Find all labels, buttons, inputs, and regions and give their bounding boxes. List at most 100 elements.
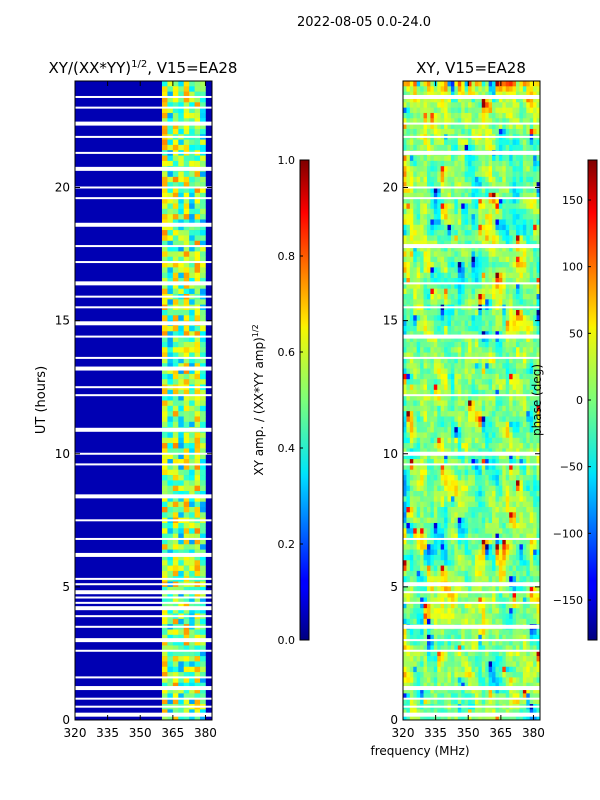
heatmap-cell — [161, 155, 168, 162]
heatmap-cell — [167, 469, 174, 476]
heatmap-cell — [183, 453, 190, 460]
heatmap-cell — [474, 427, 479, 433]
heatmap-cell — [194, 608, 201, 614]
heatmap-cell — [194, 416, 201, 423]
heatmap-cell — [200, 251, 206, 258]
heatmap-cell — [457, 118, 462, 124]
heatmap-cell — [471, 203, 476, 210]
heatmap-cell — [194, 160, 201, 167]
heatmap-cell — [454, 128, 459, 135]
heatmap-cell — [430, 128, 435, 135]
heatmap-cell — [161, 411, 168, 417]
heatmap-cell — [413, 86, 417, 92]
heatmap-cell — [533, 224, 537, 231]
heatmap-cell — [457, 123, 462, 130]
heatmap-cell — [426, 240, 431, 247]
heatmap-cell — [161, 570, 168, 577]
heatmap-cell — [423, 363, 428, 369]
heatmap-cell — [498, 208, 503, 215]
heatmap-cell — [457, 496, 462, 502]
heatmap-cell — [471, 123, 476, 130]
heatmap-cell — [474, 224, 479, 231]
heatmap-cell — [522, 288, 527, 295]
heatmap-cell — [519, 469, 524, 476]
heatmap-cell — [519, 464, 524, 471]
heatmap-cell — [447, 469, 452, 476]
heatmap-cell — [522, 485, 527, 492]
heatmap-cell — [481, 576, 486, 582]
heatmap-cell — [416, 427, 421, 433]
heatmap-cell — [200, 176, 206, 183]
heatmap-cell — [502, 118, 507, 124]
heatmap-cell — [437, 549, 441, 556]
heatmap-cell — [516, 272, 520, 279]
heatmap-cell — [533, 448, 537, 455]
heatmap-cell — [416, 576, 421, 582]
heatmap-cell — [529, 208, 534, 215]
heatmap-cell — [167, 283, 174, 289]
heatmap-cell — [406, 283, 411, 289]
heatmap-cell — [488, 240, 493, 247]
heatmap-cell — [423, 267, 428, 274]
heatmap-cell — [502, 512, 507, 518]
heatmap-cell — [172, 650, 179, 657]
heatmap-cell — [457, 363, 462, 369]
heatmap-cell — [464, 309, 469, 316]
heatmap-cell — [526, 230, 531, 236]
heatmap-cell — [433, 459, 438, 465]
heatmap-cell — [194, 491, 201, 497]
heatmap-cell — [423, 602, 428, 609]
heatmap-cell — [178, 677, 185, 684]
heatmap-cell — [426, 592, 431, 598]
heatmap-cell — [505, 453, 510, 460]
heatmap-cell — [509, 160, 513, 167]
heatmap-cell — [498, 475, 503, 481]
heatmap-cell — [172, 400, 179, 407]
heatmap-cell — [505, 565, 510, 572]
heatmap-cell — [529, 283, 534, 289]
heatmap-cell — [478, 251, 483, 258]
heatmap-cell — [409, 395, 414, 401]
heatmap-cell — [512, 384, 517, 391]
heatmap-cell — [200, 496, 206, 502]
heatmap-cell — [512, 246, 517, 252]
heatmap-cell — [516, 427, 520, 433]
heatmap-cell — [420, 485, 424, 492]
heatmap-cell — [189, 544, 195, 550]
heatmap-cell — [406, 251, 411, 258]
heatmap-cell — [178, 118, 185, 124]
flagged-row — [75, 697, 212, 700]
heatmap-cell — [505, 325, 510, 332]
heatmap-cell — [420, 278, 424, 284]
heatmap-cell — [420, 565, 424, 572]
heatmap-cell — [468, 352, 472, 359]
heatmap-cell — [437, 411, 441, 417]
heatmap-cell — [468, 309, 472, 316]
heatmap-cell — [464, 373, 469, 380]
heatmap-cell — [457, 208, 462, 215]
heatmap-cell — [519, 128, 524, 135]
heatmap-cell — [440, 299, 445, 305]
heatmap-cell — [183, 139, 190, 146]
heatmap-cell — [498, 219, 503, 226]
heatmap-cell — [505, 357, 510, 364]
heatmap-cell — [536, 235, 540, 242]
heatmap-cell — [509, 294, 513, 300]
flagged-row — [75, 427, 212, 432]
heatmap-cell — [194, 81, 201, 87]
heatmap-cell — [505, 198, 510, 204]
heatmap-cell — [409, 144, 414, 151]
heatmap-cell — [505, 384, 510, 391]
heatmap-cell — [403, 309, 407, 316]
heatmap-cell — [519, 357, 524, 364]
heatmap-cell — [529, 373, 534, 380]
heatmap-cell — [430, 198, 435, 204]
heatmap-cell — [481, 357, 486, 364]
heatmap-cell — [409, 437, 414, 444]
heatmap-cell — [471, 464, 476, 471]
heatmap-cell — [440, 171, 445, 178]
heatmap-cell — [512, 352, 517, 359]
heatmap-cell — [509, 278, 513, 284]
heatmap-cell — [183, 448, 190, 455]
heatmap-cell — [409, 107, 414, 114]
